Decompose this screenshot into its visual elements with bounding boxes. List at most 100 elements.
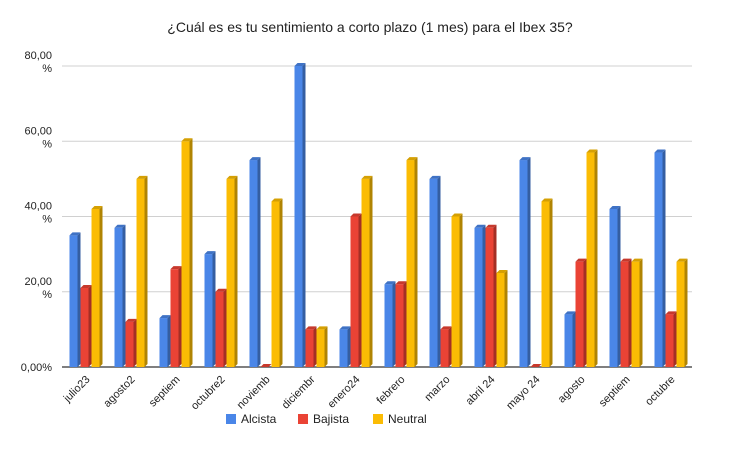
bar-front <box>350 216 359 367</box>
bar-side <box>673 311 677 367</box>
bar-neutral <box>136 175 148 367</box>
bar-bajista <box>575 258 587 367</box>
x-tick-label: septiem <box>147 374 183 410</box>
x-tick-label: julio23 <box>61 374 93 406</box>
bar-side <box>527 157 531 367</box>
bar-top <box>474 224 486 228</box>
bar-top <box>80 284 92 288</box>
y-tick-label: 0,00% <box>21 362 52 374</box>
bar-neutral <box>541 198 553 367</box>
bar-bajista <box>305 326 317 367</box>
bar-front <box>620 261 629 367</box>
bar-side <box>662 149 666 367</box>
bar-alcista <box>294 63 306 367</box>
bar-bajista <box>170 266 182 367</box>
bar-front <box>361 178 370 367</box>
chart-title: ¿Cuál es es tu sentimiento a corto plazo… <box>167 19 573 35</box>
bar-side <box>448 326 452 367</box>
bar-neutral <box>316 326 328 367</box>
bar-side <box>144 175 148 367</box>
bar-side <box>414 157 418 367</box>
bar-top <box>384 281 396 285</box>
bar-side <box>639 258 643 367</box>
bar-alcista <box>204 251 216 367</box>
bar-top <box>215 288 227 292</box>
bar-neutral <box>91 205 103 367</box>
bar-alcista <box>429 175 441 367</box>
y-tick-label: 60,00 <box>24 125 52 137</box>
legend-item-bajista: Bajista <box>298 412 349 426</box>
bar-neutral <box>406 157 418 367</box>
bar-bajista <box>620 258 632 367</box>
bar-top <box>530 364 542 367</box>
bar-side <box>189 138 193 367</box>
bar-side <box>437 175 441 367</box>
bar-front <box>451 216 460 367</box>
bar-bajista <box>260 364 272 367</box>
bar-top <box>226 175 238 179</box>
bar-bajista <box>350 213 362 367</box>
y-tick-label-unit: % <box>42 63 52 75</box>
bar-front <box>609 208 618 367</box>
bar-top <box>159 315 171 319</box>
legend-swatch <box>226 414 236 424</box>
legend-swatch <box>373 414 383 424</box>
bar-front <box>575 261 584 367</box>
bar-front <box>159 318 168 367</box>
bar-top <box>305 326 317 330</box>
bar-side <box>493 224 497 367</box>
bar-side <box>178 266 182 367</box>
bar-top <box>69 232 81 236</box>
bar-neutral <box>361 175 373 367</box>
bar-top <box>350 213 362 217</box>
bar-alcista <box>609 205 621 367</box>
x-axis: julio23 agosto2 septiem octubre2 noviemb dici… <box>61 373 678 412</box>
x-tick-label: agosto2 <box>101 374 137 410</box>
bar-front <box>586 152 595 367</box>
bar-neutral <box>181 138 193 367</box>
bar-front <box>204 254 213 367</box>
bar-top <box>564 311 576 315</box>
bar-top <box>294 63 306 66</box>
x-tick-label: febrero <box>374 374 407 407</box>
bar-front <box>631 261 640 367</box>
bar-front <box>316 329 325 367</box>
x-tick-label: octubre <box>643 374 677 408</box>
bar-top <box>665 311 677 315</box>
bar-front <box>114 227 123 367</box>
bar-top <box>249 157 261 161</box>
y-tick-label: 20,00 <box>24 276 52 288</box>
bar-front <box>519 160 528 367</box>
bar-front <box>69 235 78 367</box>
bar-alcista <box>114 224 126 367</box>
bar-neutral <box>586 149 598 367</box>
bar-front <box>654 152 663 367</box>
y-tick-label-unit: % <box>42 138 52 150</box>
bar-front <box>125 321 134 367</box>
bar-front <box>170 269 179 367</box>
bar-neutral <box>271 198 283 367</box>
x-tick-label: marzo <box>423 374 453 404</box>
bar-side <box>167 315 171 367</box>
bar-front <box>339 329 348 367</box>
bar-front <box>496 272 505 367</box>
x-tick-label: abril 24 <box>464 374 498 408</box>
bar-side <box>347 326 351 367</box>
y-tick-label-unit: % <box>42 214 52 226</box>
bar-top <box>575 258 587 262</box>
x-tick-label: noviemb <box>235 374 273 412</box>
legend-label: Bajista <box>313 412 349 426</box>
bar-alcista <box>474 224 486 367</box>
bar-alcista <box>654 149 666 367</box>
bar-front <box>226 178 235 367</box>
bar-top <box>620 258 632 262</box>
bar-side <box>628 258 632 367</box>
bar-bajista <box>530 364 542 367</box>
bar-side <box>313 326 317 367</box>
legend-label: Neutral <box>388 412 427 426</box>
bar-top <box>260 364 272 367</box>
bar-top <box>406 157 418 161</box>
legend-swatch <box>298 414 308 424</box>
bar-top <box>586 149 598 153</box>
